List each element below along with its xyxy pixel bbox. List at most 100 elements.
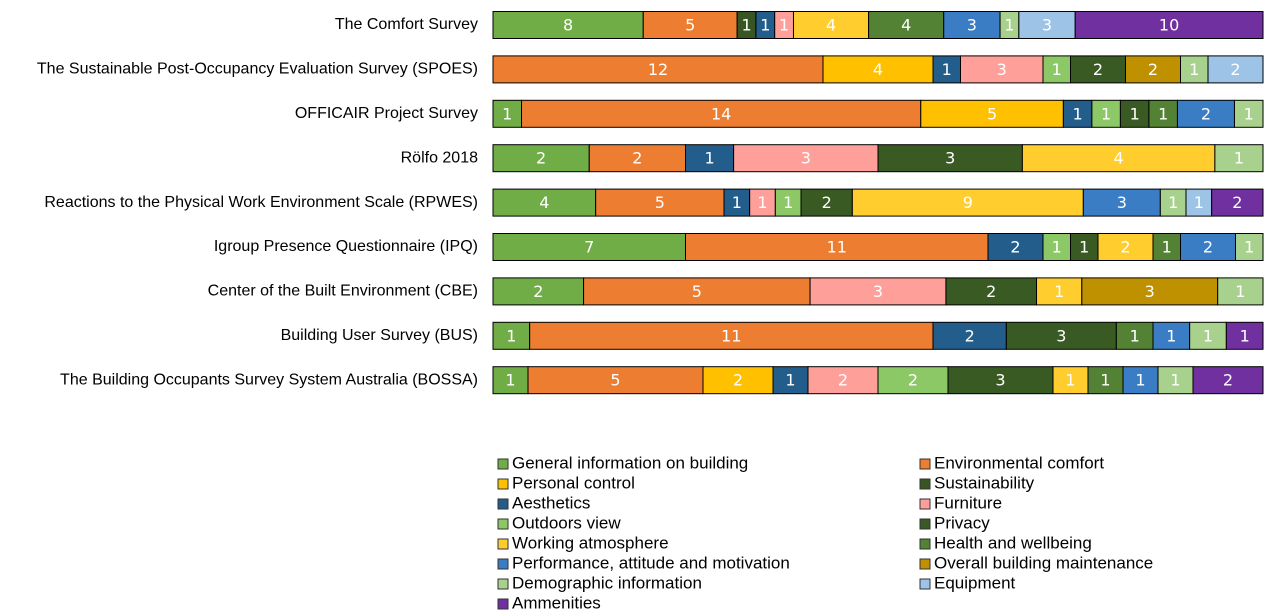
bar-segment — [1087, 366, 1124, 395]
category-label: Reactions to the Physical Work Environme… — [44, 194, 478, 211]
data-label: 1 — [1130, 326, 1140, 345]
category-label: The Sustainable Post-Occupancy Evaluatio… — [37, 61, 478, 78]
data-label: 5 — [655, 193, 665, 212]
bar-segment — [1192, 366, 1264, 395]
data-label: 1 — [1004, 16, 1014, 35]
data-label: 1 — [1166, 326, 1176, 345]
bar-segment — [1159, 188, 1187, 217]
legend-swatch — [497, 598, 509, 610]
legend-swatch — [497, 498, 509, 510]
bar-segment — [987, 233, 1044, 261]
bar-segment — [529, 321, 934, 350]
data-label: 1 — [1235, 282, 1245, 301]
data-label: 1 — [785, 371, 795, 390]
data-label: 14 — [711, 104, 731, 123]
data-label: 10 — [1159, 16, 1179, 35]
data-label: 4 — [901, 16, 911, 35]
bar-segment — [1081, 277, 1219, 306]
data-label: 1 — [741, 16, 751, 35]
data-label: 2 — [1148, 60, 1158, 79]
legend-label: Sustainability — [934, 473, 1035, 492]
data-label: 2 — [1230, 60, 1240, 79]
bar-segment — [1125, 55, 1181, 84]
legend-label: Aesthetics — [512, 493, 590, 512]
data-label: 2 — [965, 326, 975, 345]
bar-segment — [932, 55, 961, 84]
bar-segment — [702, 366, 774, 395]
legend-label: Environmental comfort — [934, 453, 1104, 472]
category-label: Igroup Presence Questionnaire (IPQ) — [214, 238, 478, 255]
data-label: 3 — [1042, 16, 1052, 35]
data-label: 1 — [1203, 326, 1213, 345]
data-label: 2 — [986, 282, 996, 301]
legend-label: Furniture — [934, 493, 1002, 512]
data-label: 2 — [908, 371, 918, 390]
data-label: 1 — [1052, 238, 1062, 257]
bar-segment — [723, 188, 751, 217]
bar-segment — [1070, 55, 1126, 84]
bar-segment — [1233, 99, 1264, 128]
category-label: Rölfo 2018 — [401, 149, 478, 166]
legend-label: Ammenities — [512, 593, 601, 612]
data-label: 2 — [1093, 60, 1103, 79]
category-label: The Comfort Survey — [335, 16, 478, 33]
data-label: 2 — [1223, 371, 1233, 390]
bar-segment — [868, 11, 945, 39]
data-label: 3 — [945, 149, 955, 168]
data-label: 5 — [692, 282, 702, 301]
bar-segment — [492, 188, 597, 217]
bar-segment — [960, 55, 1044, 84]
data-label: 2 — [1120, 238, 1130, 257]
data-label: 1 — [732, 193, 742, 212]
data-label: 1 — [1052, 60, 1062, 79]
bar-segment — [943, 11, 1001, 39]
data-label: 3 — [801, 149, 811, 168]
data-label: 3 — [1117, 193, 1127, 212]
data-label: 1 — [1168, 193, 1178, 212]
data-label: 1 — [1244, 104, 1254, 123]
legend-label: Outdoors view — [512, 513, 621, 532]
data-label: 3 — [995, 371, 1005, 390]
legend-swatch — [919, 558, 931, 570]
bar-segment — [1115, 321, 1154, 350]
bar-segment — [642, 11, 738, 39]
data-label: 1 — [1244, 238, 1254, 257]
bar-segment — [492, 233, 686, 261]
legend-swatch — [497, 478, 509, 490]
bar-segment — [1052, 366, 1089, 395]
bar-segment — [877, 366, 949, 395]
data-label: 1 — [1158, 104, 1168, 123]
data-label: 1 — [1101, 104, 1111, 123]
data-label: 11 — [721, 326, 741, 345]
data-label: 12 — [648, 60, 668, 79]
data-label: 1 — [760, 16, 770, 35]
data-label: 9 — [963, 193, 973, 212]
bar-segment — [1235, 233, 1264, 261]
data-label: 2 — [733, 371, 743, 390]
bar-segment — [1185, 188, 1213, 217]
legend-label: Working atmosphere — [512, 533, 669, 552]
legend-label: Demographic information — [512, 573, 702, 592]
legend-swatch — [919, 518, 931, 530]
data-label: 3 — [967, 16, 977, 35]
bar-segment — [588, 144, 686, 173]
category-label: OFFICAIR Project Survey — [295, 105, 478, 122]
data-label: 1 — [704, 149, 714, 168]
bar-segment — [1152, 233, 1181, 261]
bar-segment — [492, 144, 590, 173]
bar-segment — [1074, 11, 1264, 39]
data-label: 5 — [685, 16, 695, 35]
bar-segment — [1036, 277, 1083, 306]
legend-swatch — [497, 578, 509, 590]
data-label: 4 — [873, 60, 883, 79]
bar-segment — [1189, 321, 1227, 350]
data-label: 3 — [873, 282, 883, 301]
bar-segment — [492, 11, 644, 39]
bar-segment — [1157, 366, 1194, 395]
bar-segment — [792, 11, 870, 39]
bar-segment — [1207, 55, 1264, 84]
bar-segment — [492, 321, 531, 350]
bar-segment — [809, 277, 947, 306]
data-label: 3 — [1145, 282, 1155, 301]
